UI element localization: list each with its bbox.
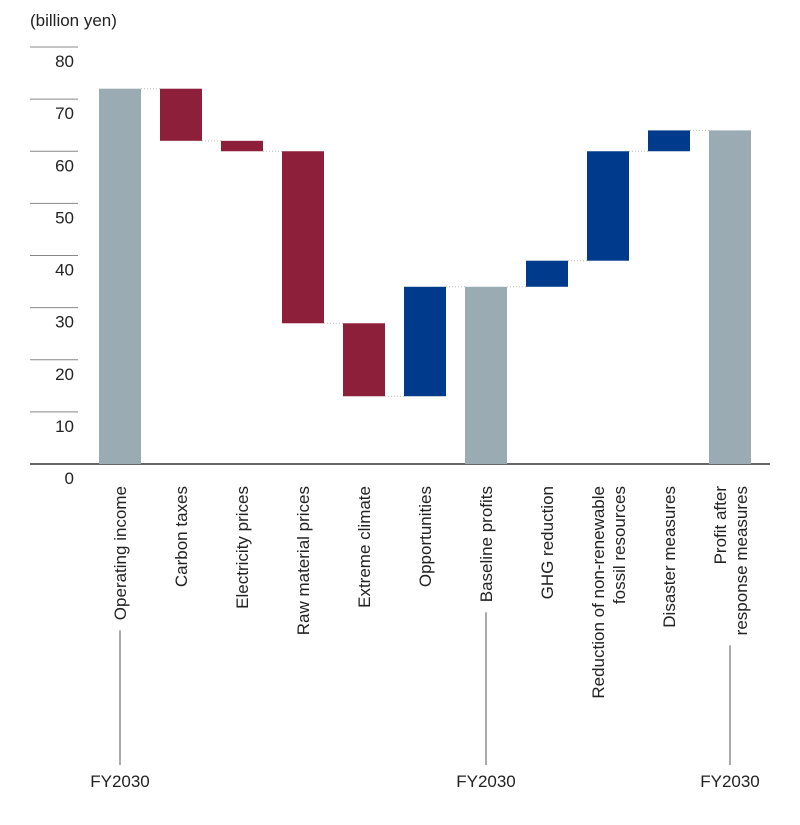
x-tick-label: Disaster measures xyxy=(660,486,679,628)
y-tick-label: 70 xyxy=(55,104,74,123)
label-line: Baseline profits xyxy=(477,486,496,602)
annotation: FY2030 xyxy=(90,772,150,791)
bar xyxy=(343,323,385,397)
bar xyxy=(587,151,629,261)
bar xyxy=(160,88,202,141)
bar xyxy=(404,286,446,397)
y-tick-label: 80 xyxy=(55,52,74,71)
y-tick-label: 20 xyxy=(55,365,74,384)
bar xyxy=(465,286,507,464)
label-line: Extreme climate xyxy=(355,486,374,608)
y-tick-label: 0 xyxy=(65,469,74,488)
label-line: Operating income xyxy=(111,486,130,620)
x-tick-label: Opportunities xyxy=(416,486,435,587)
label-line: Reduction of non-renewable xyxy=(589,486,608,699)
bar xyxy=(648,130,690,152)
annotation: FY2030 xyxy=(456,772,516,791)
x-tick-label: GHG reduction xyxy=(538,486,557,599)
label-line: Carbon taxes xyxy=(172,486,191,587)
y-axis-label: (billion yen) xyxy=(30,11,117,30)
x-tick-label: Raw material prices xyxy=(294,486,313,635)
y-tick-label: 50 xyxy=(55,208,74,227)
x-tick-label: Carbon taxes xyxy=(172,486,191,587)
x-tick-label: Reduction of non-renewable fossil resourc… xyxy=(589,486,629,699)
bar xyxy=(526,260,568,287)
x-tick-label: Profit after response measures xyxy=(711,486,751,636)
bar xyxy=(99,88,141,464)
x-tick-label: Operating income xyxy=(111,486,130,620)
x-tick-label: Extreme climate xyxy=(355,486,374,608)
label-line: response measures xyxy=(732,486,751,635)
label-line: Disaster measures xyxy=(660,486,679,628)
y-tick-label: 10 xyxy=(55,417,74,436)
x-tick-label: Baseline profits xyxy=(477,486,496,602)
label-line: GHG reduction xyxy=(538,486,557,599)
label-line: Opportunities xyxy=(416,486,435,587)
y-tick-label: 30 xyxy=(55,313,74,332)
label-line: Electricity prices xyxy=(233,486,252,609)
label-line: fossil resources xyxy=(610,486,629,604)
bar xyxy=(709,130,751,464)
label-line: Profit after xyxy=(711,486,730,565)
x-tick-label: Electricity prices xyxy=(233,486,252,609)
y-tick-label: 60 xyxy=(55,156,74,175)
y-tick-label: 40 xyxy=(55,261,74,280)
label-line: Raw material prices xyxy=(294,486,313,635)
annotation: FY2030 xyxy=(700,772,760,791)
bar xyxy=(221,140,263,152)
bar xyxy=(282,151,324,324)
